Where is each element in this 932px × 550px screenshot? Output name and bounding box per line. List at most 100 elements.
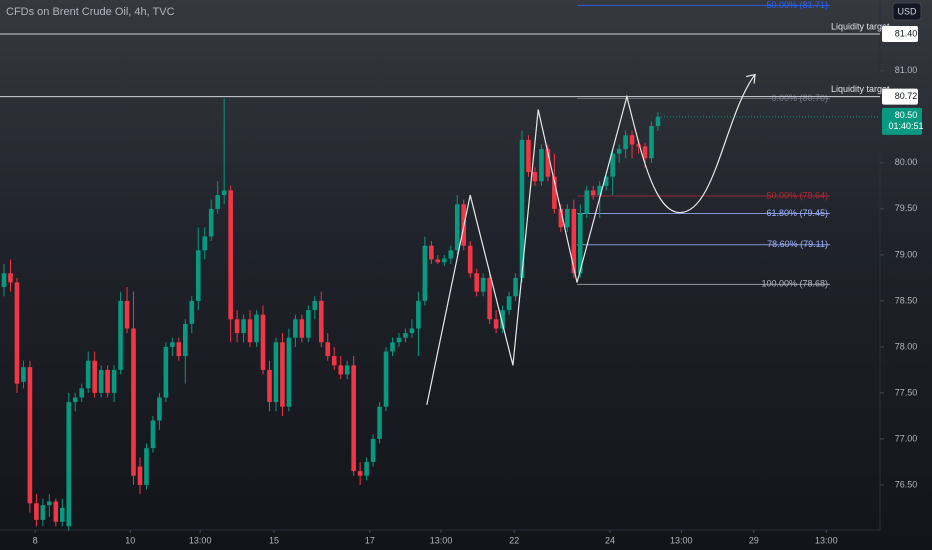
x-tick-label: 13:00: [815, 535, 838, 545]
candle-body: [34, 503, 39, 520]
candle-body: [267, 369, 272, 403]
candle-body: [610, 153, 615, 177]
candle-body: [493, 319, 499, 329]
candle-body: [577, 213, 583, 274]
candle-body: [47, 501, 52, 506]
candle-body: [234, 319, 240, 334]
y-tick-label: 77.50: [895, 387, 918, 397]
candle-body: [189, 300, 195, 324]
candle-body: [137, 466, 143, 485]
chart-title: CFDs on Brent Crude Oil, 4h, TVC: [6, 6, 175, 18]
candle-body: [487, 277, 492, 320]
candle-body: [655, 116, 661, 127]
candle-body: [467, 245, 473, 274]
level-label: Liquidity target: [831, 84, 890, 94]
candle-body: [293, 319, 298, 338]
candle-body: [202, 236, 208, 251]
pattern-line: [426, 74, 756, 405]
countdown: 01:40:51: [888, 121, 923, 131]
candle-body: [221, 190, 227, 196]
currency-box[interactable]: [892, 2, 922, 21]
candle-body: [79, 388, 85, 398]
candle-body: [21, 367, 26, 382]
candle-body: [642, 146, 648, 159]
candle-body: [603, 176, 609, 186]
candle-body: [409, 328, 415, 334]
candle-body: [14, 282, 20, 384]
candle-body: [8, 273, 13, 283]
candle-body: [454, 204, 460, 251]
candle-body: [552, 176, 557, 209]
x-tick-label: 17: [365, 535, 375, 545]
candle-body: [170, 342, 175, 347]
candle-body: [131, 328, 136, 476]
x-tick-label: 13:00: [430, 535, 453, 545]
candle-body: [539, 149, 544, 182]
candle-body: [228, 190, 233, 320]
candle-body: [331, 356, 337, 366]
candle-body: [422, 245, 428, 301]
candle-body: [72, 397, 78, 403]
currency[interactable]: USD: [897, 6, 917, 16]
x-tick-label: 22: [509, 535, 519, 545]
candle-body: [597, 185, 603, 196]
x-tick-label: 13:00: [189, 535, 212, 545]
candle-body: [370, 438, 376, 462]
candle-body: [629, 135, 635, 145]
candle-body: [357, 471, 363, 476]
last-price-box: [882, 107, 922, 135]
last-price-label: 80.50: [895, 110, 918, 120]
candle-body: [532, 172, 538, 182]
candle-body: [383, 351, 389, 407]
candle-body: [247, 319, 253, 343]
candle-body: [636, 144, 641, 147]
x-tick-label: 24: [605, 535, 615, 545]
level-price-box: [882, 26, 918, 43]
candle-body: [183, 323, 188, 357]
y-tick-label: 77.00: [895, 433, 918, 443]
candle-body: [241, 319, 246, 334]
candle-body: [623, 135, 628, 150]
candle-body: [377, 406, 382, 439]
candle-body: [286, 337, 292, 407]
candle-body: [59, 507, 65, 522]
fib-label: 78.60% (79.11): [767, 239, 828, 249]
candle-body: [98, 369, 104, 393]
candle-body: [157, 397, 162, 421]
candle-body: [390, 342, 395, 352]
fib-label: 61.80% (79.45): [766, 208, 828, 218]
candle-body: [312, 300, 318, 311]
candle-body: [66, 402, 72, 527]
candle-body: [254, 314, 259, 343]
candle-body: [526, 139, 531, 173]
y-tick-label: 79.50: [895, 203, 918, 213]
candle-body: [442, 258, 447, 263]
candle-body: [215, 195, 220, 209]
candle-body: [590, 190, 596, 196]
candle-body: [325, 342, 331, 357]
candle-body: [565, 208, 570, 228]
candle-body: [273, 342, 279, 403]
candle-body: [124, 300, 130, 329]
candle-body: [27, 367, 33, 504]
y-tick-label: 80.00: [895, 157, 918, 167]
candle-body: [448, 250, 454, 259]
fib-label: 50.00% (79.64): [766, 190, 828, 200]
candle-body: [616, 149, 622, 154]
level-price-label: 80.72: [895, 91, 918, 101]
candle-body: [163, 346, 169, 398]
candle-body: [519, 139, 525, 278]
candle-body: [403, 333, 408, 338]
candle-body: [111, 369, 117, 393]
candle-body: [506, 296, 512, 311]
candle-body: [280, 342, 285, 407]
y-tick-label: 78.00: [895, 341, 918, 351]
candle-body: [584, 190, 590, 214]
candle-body: [429, 245, 434, 260]
y-tick-label: 79.00: [895, 249, 918, 259]
x-tick-label: 8: [33, 535, 38, 545]
candle-body: [53, 501, 59, 522]
candle-body: [299, 319, 305, 338]
